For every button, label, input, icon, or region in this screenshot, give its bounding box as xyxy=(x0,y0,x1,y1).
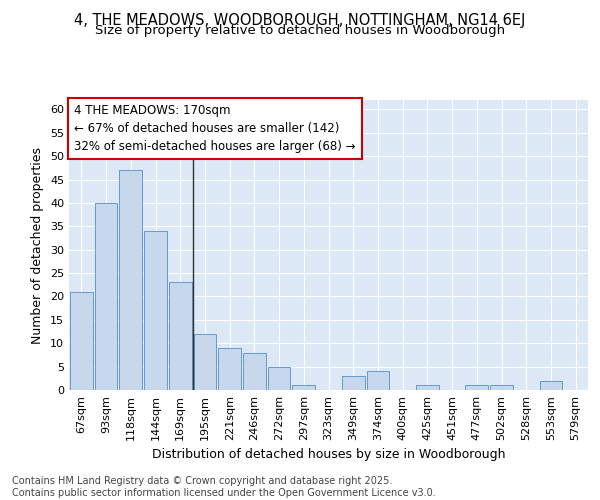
Bar xyxy=(292,386,315,390)
Text: Contains HM Land Registry data © Crown copyright and database right 2025.
Contai: Contains HM Land Registry data © Crown c… xyxy=(12,476,436,498)
Bar xyxy=(466,386,488,390)
Text: Size of property relative to detached houses in Woodborough: Size of property relative to detached ho… xyxy=(95,24,505,37)
Bar xyxy=(243,352,266,390)
Bar xyxy=(218,348,241,390)
Bar xyxy=(144,231,167,390)
Bar xyxy=(70,292,93,390)
Bar xyxy=(268,366,290,390)
Bar xyxy=(367,372,389,390)
Text: 4 THE MEADOWS: 170sqm
← 67% of detached houses are smaller (142)
32% of semi-det: 4 THE MEADOWS: 170sqm ← 67% of detached … xyxy=(74,104,356,154)
Bar xyxy=(119,170,142,390)
Bar xyxy=(490,386,513,390)
Bar xyxy=(194,334,216,390)
Bar xyxy=(539,380,562,390)
Bar xyxy=(95,203,118,390)
Y-axis label: Number of detached properties: Number of detached properties xyxy=(31,146,44,344)
X-axis label: Distribution of detached houses by size in Woodborough: Distribution of detached houses by size … xyxy=(152,448,505,462)
Bar xyxy=(342,376,365,390)
Text: 4, THE MEADOWS, WOODBOROUGH, NOTTINGHAM, NG14 6EJ: 4, THE MEADOWS, WOODBOROUGH, NOTTINGHAM,… xyxy=(74,12,526,28)
Bar xyxy=(416,386,439,390)
Bar xyxy=(169,282,191,390)
